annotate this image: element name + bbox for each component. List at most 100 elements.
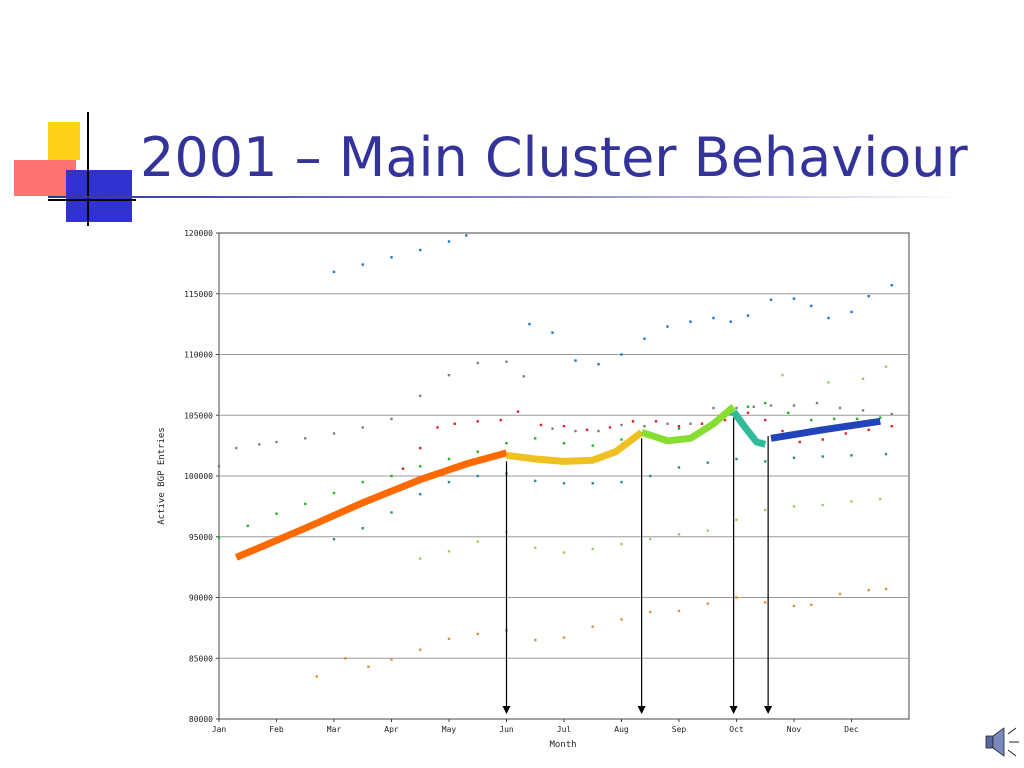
data-point <box>522 375 525 378</box>
data-point <box>551 331 554 334</box>
x-tick-label: Apr <box>384 725 399 734</box>
data-point <box>879 416 882 419</box>
x-tick-label: Feb <box>269 725 284 734</box>
data-point <box>476 540 479 543</box>
data-point <box>275 512 278 515</box>
data-point <box>620 438 623 441</box>
data-point <box>764 508 767 512</box>
data-point <box>505 360 508 363</box>
data-point <box>649 537 652 541</box>
data-point <box>419 648 422 651</box>
data-point <box>850 310 853 314</box>
data-point <box>850 500 853 503</box>
data-point <box>591 444 594 447</box>
data-point <box>712 316 715 320</box>
data-point <box>574 429 577 433</box>
y-tick-label: 80000 <box>189 715 213 724</box>
data-point <box>746 405 750 408</box>
data-point <box>275 440 278 444</box>
data-point <box>746 411 750 415</box>
title-underline <box>48 196 960 198</box>
data-point <box>861 409 865 412</box>
data-point <box>390 417 393 421</box>
data-point <box>476 474 479 478</box>
data-point <box>235 446 238 450</box>
data-point <box>867 428 870 432</box>
data-point <box>597 429 600 433</box>
data-point <box>367 665 370 668</box>
data-point <box>735 596 738 599</box>
data-point <box>821 455 824 458</box>
data-point <box>769 404 773 407</box>
event-arrow-head-0 <box>502 706 511 714</box>
data-point <box>706 461 709 464</box>
data-point <box>620 353 623 356</box>
data-point <box>453 422 456 425</box>
data-point <box>821 438 824 441</box>
event-arrow-head-2 <box>729 706 738 714</box>
data-point <box>781 373 784 377</box>
data-point <box>419 446 422 450</box>
y-axis-label: Active BGP Entries <box>157 427 167 525</box>
data-point <box>792 404 796 407</box>
data-point <box>867 294 870 298</box>
x-tick-labels: Jan Feb Mar Apr May Jun Jul Aug Sep Oct Nov Dec <box>212 719 859 734</box>
event-arrow-head-3 <box>764 706 773 714</box>
y-tick-label: 90000 <box>189 594 213 603</box>
data-point <box>499 418 502 422</box>
title-decoration <box>14 112 136 226</box>
data-point <box>856 417 859 421</box>
data-point <box>332 432 336 435</box>
data-point <box>539 423 543 427</box>
data-point <box>217 536 221 540</box>
data-point <box>447 480 451 484</box>
data-point <box>879 497 882 501</box>
data-point <box>867 589 870 592</box>
data-point <box>764 601 767 604</box>
data-points <box>217 234 893 678</box>
trend-segment-4 <box>770 417 881 442</box>
data-point <box>712 406 715 410</box>
data-point <box>827 316 830 320</box>
data-point <box>304 502 307 506</box>
x-axis-label: Month <box>549 740 576 750</box>
data-point <box>706 529 709 532</box>
data-point <box>332 491 336 495</box>
data-point <box>562 424 566 428</box>
data-point <box>643 424 646 428</box>
data-point <box>620 542 623 546</box>
data-point <box>315 675 318 678</box>
x-tick-label: Sep <box>672 725 687 734</box>
data-point <box>361 527 364 530</box>
y-tick-label: 115000 <box>184 290 213 299</box>
data-point <box>884 587 888 591</box>
data-point <box>787 411 790 415</box>
data-point <box>401 467 405 470</box>
series-0 <box>332 234 893 366</box>
data-point <box>723 418 727 422</box>
series-6 <box>315 587 888 678</box>
data-point <box>591 625 594 628</box>
data-point <box>534 638 537 642</box>
data-point <box>729 412 732 416</box>
data-point <box>729 320 732 323</box>
x-tick-label: Oct <box>729 725 744 734</box>
data-point <box>562 636 566 639</box>
data-point <box>390 474 393 478</box>
speaker-icon[interactable] <box>985 727 1019 757</box>
data-point <box>792 505 796 508</box>
data-point <box>419 557 422 560</box>
speaker-cone <box>992 727 1005 757</box>
data-point <box>781 429 784 433</box>
data-point <box>677 609 681 613</box>
data-point <box>332 537 336 541</box>
x-tick-label: Jul <box>557 725 572 734</box>
data-point <box>551 427 554 430</box>
data-point <box>706 602 709 605</box>
data-point <box>810 603 813 606</box>
data-point <box>890 284 893 287</box>
series-1 <box>217 360 893 468</box>
y-tick-label: 100000 <box>184 472 213 481</box>
data-point <box>810 304 813 308</box>
data-point <box>689 320 692 323</box>
